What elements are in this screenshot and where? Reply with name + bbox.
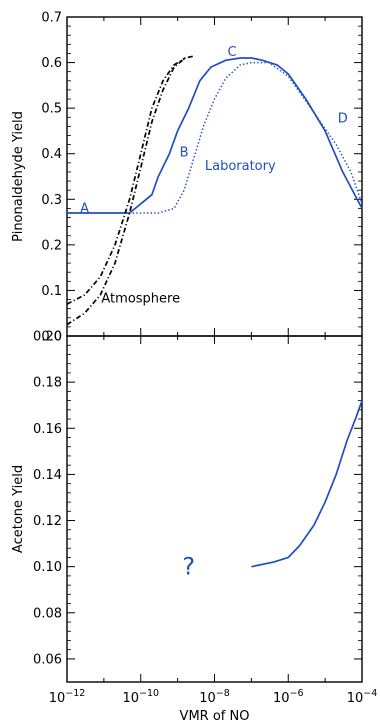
y-tick-label: 0.06 [33,652,62,667]
annotation-label: C [228,45,237,60]
x-tick-label-base: 10 [199,691,216,706]
y-tick-label: 0.12 [33,514,62,529]
y-tick-label: 0.16 [33,422,62,437]
annotation-label: ? [182,553,195,581]
y-tick-label: 0.4 [41,147,62,162]
series-line-top-1 [132,61,363,214]
series-layer [66,54,363,568]
x-tick-label-exponent: −10 [139,688,159,699]
x-tick-label: 10−12 [49,688,86,706]
x-tick-label: 10−8 [199,688,230,706]
y-axis-label: Acetone Yield [11,465,26,553]
y-tick-label: 0.7 [41,11,62,26]
plot-frame-bottom [66,335,363,683]
y-tick-label: 0.10 [33,560,62,575]
text-layer: 0.0 0.1 0.2 0.3 0.4 0.5 0.6 0.7 Pinonaldehyde Yi… [11,11,377,722]
x-tick-label-base: 10 [122,691,139,706]
x-axis-label: VMR of NO [180,709,250,722]
axes-layer [66,16,363,683]
y-tick-label: 0.20 [33,330,62,345]
y-tick-label: 0.1 [41,284,62,299]
x-tick-label-base: 10 [49,691,66,706]
annotation-label: Atmosphere [101,291,180,306]
x-tick-label-exponent: −6 [290,688,304,699]
x-tick-label-exponent: −4 [363,688,377,699]
x-tick-label: 10−4 [347,688,378,706]
y-tick-label: 0.3 [41,193,62,208]
x-tick-label-base: 10 [273,691,290,706]
series-line-top-3 [66,54,196,326]
annotation-label: D [338,111,348,126]
series-line-top-0 [67,57,363,214]
y-tick-label: 0.0 [41,330,62,345]
x-tick-label-base: 10 [347,691,364,706]
annotation-label: B [180,145,189,160]
y-tick-label: 0.5 [41,102,62,117]
x-tick-label: 10−6 [273,688,304,706]
annotation-label: A [80,201,89,216]
x-tick-label: 10−10 [122,688,159,706]
y-tick-label: 0.2 [41,238,62,253]
series-line-bottom-0 [251,400,363,568]
annotation-label: Laboratory [205,159,276,174]
y-tick-label: 0.08 [33,606,62,621]
y-axis-label: Pinonaldehyde Yield [11,111,26,242]
y-tick-label: 0.18 [33,376,62,391]
y-tick-label: 0.14 [33,468,62,483]
series-line-top-2 [66,57,186,305]
x-tick-label-exponent: −8 [216,688,230,699]
y-tick-label: 0.6 [41,56,62,71]
x-tick-label-exponent: −12 [65,688,85,699]
